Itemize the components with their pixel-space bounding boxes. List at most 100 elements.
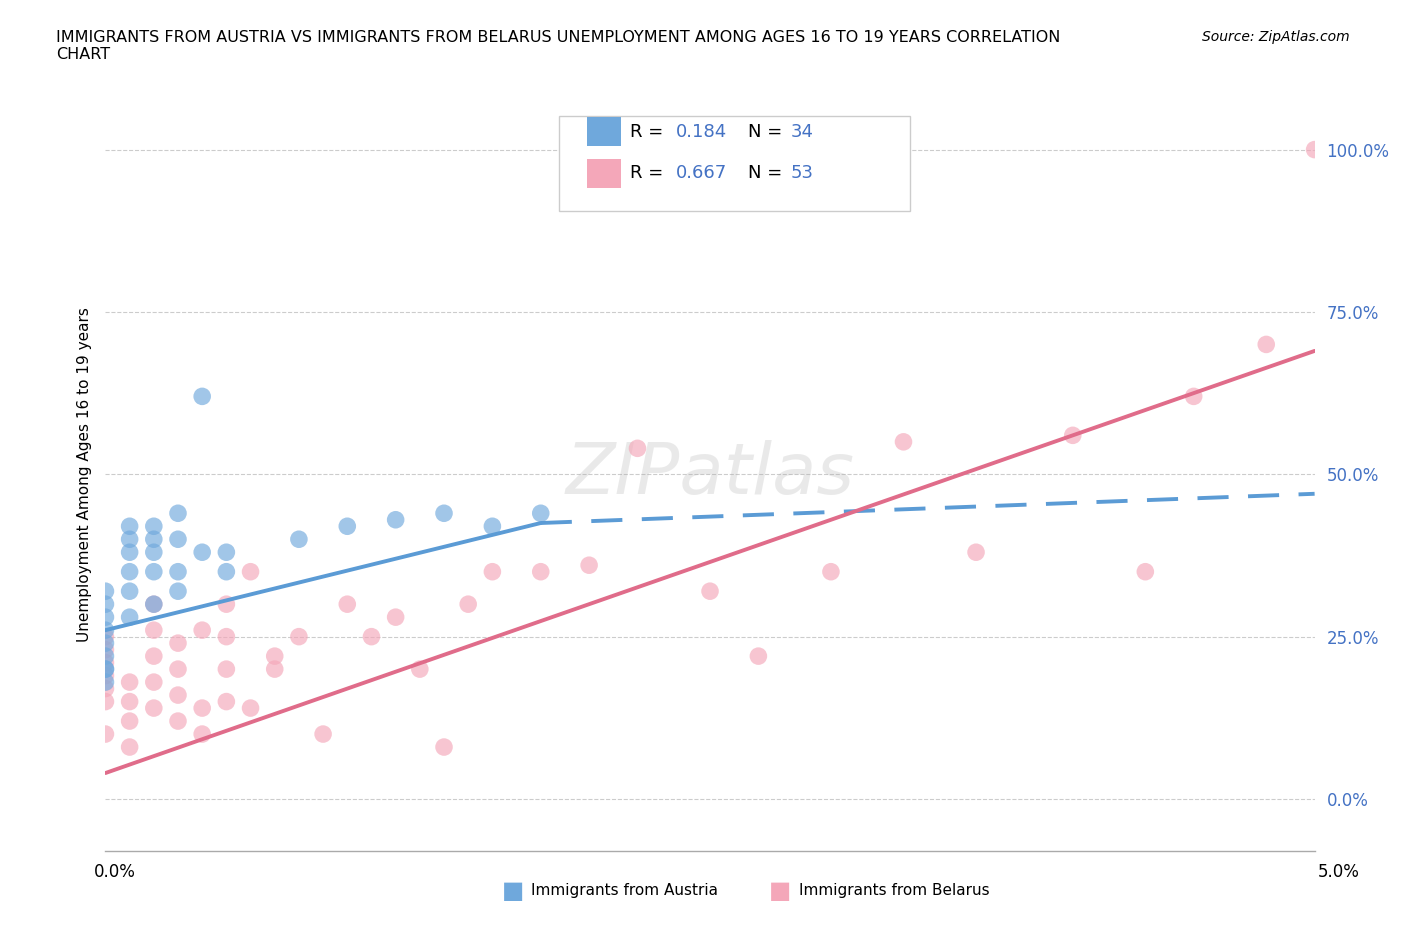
Point [336, 519, 359, 534]
Point [167, 636, 190, 651]
Point [94, 610, 117, 625]
Point [263, 661, 285, 676]
Point [94, 597, 117, 612]
Text: 0.184: 0.184 [676, 123, 727, 140]
Point [167, 565, 190, 579]
Point [530, 506, 553, 521]
Point [433, 739, 456, 754]
Text: ZIPatlas: ZIPatlas [565, 440, 855, 509]
Text: 0.0%: 0.0% [94, 863, 136, 882]
Point [167, 661, 190, 676]
Point [409, 661, 432, 676]
Point [167, 532, 190, 547]
Point [1182, 389, 1205, 404]
Text: N =: N = [748, 165, 787, 182]
Text: 0.667: 0.667 [676, 165, 727, 182]
Point [384, 512, 406, 527]
Y-axis label: Unemployment Among Ages 16 to 19 years: Unemployment Among Ages 16 to 19 years [76, 307, 91, 642]
Point [94, 726, 117, 741]
Point [215, 597, 238, 612]
Point [699, 584, 721, 599]
Text: ■: ■ [502, 879, 524, 903]
Point [747, 649, 769, 664]
Point [94, 661, 117, 676]
Point [94, 674, 117, 689]
Point [312, 726, 335, 741]
Point [215, 661, 238, 676]
Text: 53: 53 [792, 165, 814, 182]
Point [142, 597, 165, 612]
Point [578, 558, 600, 573]
Point [142, 700, 165, 715]
Point [893, 434, 915, 449]
Point [215, 694, 238, 709]
Point [94, 694, 117, 709]
Point [433, 506, 456, 521]
Point [94, 630, 117, 644]
Point [336, 597, 359, 612]
Point [94, 681, 117, 696]
Text: R =: R = [630, 123, 669, 140]
Text: ■: ■ [769, 879, 792, 903]
Point [118, 565, 141, 579]
Point [118, 545, 141, 560]
Point [481, 565, 503, 579]
Point [1062, 428, 1084, 443]
Point [118, 739, 141, 754]
Point [384, 610, 406, 625]
Point [167, 506, 190, 521]
Point [965, 545, 987, 560]
FancyBboxPatch shape [560, 116, 910, 211]
Point [239, 700, 262, 715]
Point [118, 532, 141, 547]
Point [263, 649, 285, 664]
Point [118, 610, 141, 625]
Point [530, 565, 553, 579]
Point [288, 630, 311, 644]
Point [118, 584, 141, 599]
Point [215, 565, 238, 579]
Point [94, 636, 117, 651]
Text: N =: N = [748, 123, 787, 140]
Point [191, 389, 214, 404]
Point [191, 726, 214, 741]
Point [481, 519, 503, 534]
Point [118, 694, 141, 709]
Point [360, 630, 382, 644]
Text: Immigrants from Austria: Immigrants from Austria [531, 884, 718, 898]
Point [94, 661, 117, 676]
Point [142, 532, 165, 547]
Point [167, 584, 190, 599]
Point [239, 565, 262, 579]
Point [167, 713, 190, 728]
Point [142, 623, 165, 638]
Point [288, 532, 311, 547]
Bar [586, 159, 620, 188]
Point [626, 441, 648, 456]
Point [118, 713, 141, 728]
Point [191, 545, 214, 560]
Point [1303, 142, 1326, 157]
Point [142, 545, 165, 560]
Point [191, 623, 214, 638]
Point [142, 674, 165, 689]
Point [94, 668, 117, 683]
Point [142, 565, 165, 579]
Bar [586, 117, 620, 146]
Point [94, 649, 117, 664]
Text: 34: 34 [792, 123, 814, 140]
Text: R =: R = [630, 165, 669, 182]
Point [118, 519, 141, 534]
Text: Immigrants from Belarus: Immigrants from Belarus [799, 884, 990, 898]
Point [142, 519, 165, 534]
Point [167, 687, 190, 702]
Point [118, 674, 141, 689]
Point [94, 643, 117, 658]
Text: IMMIGRANTS FROM AUSTRIA VS IMMIGRANTS FROM BELARUS UNEMPLOYMENT AMONG AGES 16 TO: IMMIGRANTS FROM AUSTRIA VS IMMIGRANTS FR… [56, 30, 1060, 62]
Point [94, 584, 117, 599]
Point [1135, 565, 1157, 579]
Point [215, 545, 238, 560]
Point [215, 630, 238, 644]
Point [820, 565, 842, 579]
Point [191, 700, 214, 715]
